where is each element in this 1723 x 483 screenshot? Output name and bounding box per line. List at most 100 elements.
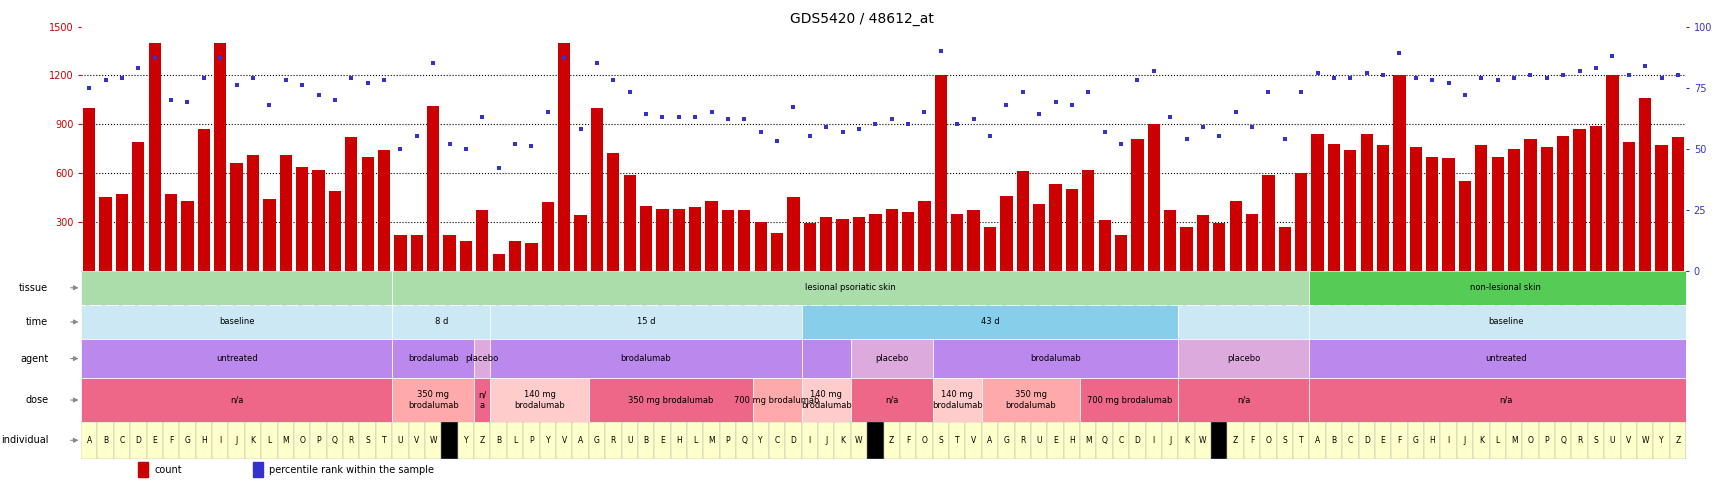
Bar [1359,134,1372,270]
Point [1434,79,1461,86]
Point [1597,52,1625,60]
Bar [245,422,262,459]
Bar [1652,422,1668,459]
Bar [1130,139,1142,270]
Bar [1065,189,1077,270]
Point [370,76,398,84]
Bar [574,215,586,270]
Text: V: V [414,436,419,445]
Text: B: B [643,436,648,445]
Point [796,132,824,140]
Text: E: E [152,436,157,445]
Bar [558,43,570,270]
Point [353,79,381,86]
Text: n/a: n/a [1499,396,1511,405]
Text: C: C [119,436,124,445]
Text: Y: Y [1690,436,1695,445]
Point [992,101,1020,109]
Point [109,74,136,82]
Text: I: I [219,436,221,445]
Point [1353,69,1380,77]
Bar [1129,422,1144,459]
Bar [1311,134,1323,270]
Bar [1390,422,1406,459]
Bar [526,243,538,270]
Text: G: G [594,436,600,445]
Bar [1179,339,1309,378]
Bar [474,422,489,459]
Point [1172,135,1199,142]
Text: A: A [86,436,91,445]
Text: 140 mg
brodalumab: 140 mg brodalumab [932,390,982,410]
Text: H: H [1068,436,1073,445]
Bar [1309,378,1701,422]
Bar [965,422,982,459]
Point [1630,62,1658,70]
Text: agent: agent [21,354,48,364]
Point [910,108,937,116]
Point [894,120,922,128]
Bar [1096,422,1111,459]
Bar [1148,124,1160,270]
Bar [476,211,488,270]
Bar [491,378,588,422]
Bar [1523,139,1535,270]
Bar [260,422,277,459]
Text: 140 mg
brodalumab: 140 mg brodalumab [513,390,565,410]
Bar [1260,422,1275,459]
Text: U: U [1609,436,1614,445]
Bar [345,137,357,270]
Bar [851,378,932,422]
Bar [705,201,717,270]
Bar [1537,422,1554,459]
Bar [1635,422,1652,459]
Bar [1179,378,1309,422]
Text: U: U [1036,436,1041,445]
Text: brodalumab: brodalumab [620,354,670,363]
Text: brodalumab: brodalumab [1030,354,1080,363]
Bar [1032,204,1044,270]
Bar [1063,422,1079,459]
Bar [460,242,472,270]
Bar [851,422,867,459]
Text: I: I [1447,436,1449,445]
Bar [820,217,832,270]
Bar [755,222,767,270]
Bar [1671,137,1683,270]
Text: tissue: tissue [19,283,48,293]
Point [582,59,610,67]
Bar [1602,422,1620,459]
Text: brodalumab: brodalumab [408,354,458,363]
Text: untreated: untreated [215,354,257,363]
Point [1516,71,1544,79]
Point [1582,64,1609,72]
Bar [508,242,520,270]
Bar [720,422,736,459]
Bar [656,209,669,270]
Bar [1340,422,1358,459]
Bar [867,422,882,459]
Point [1106,140,1134,148]
Point [665,113,693,121]
Point [76,84,103,91]
Text: 140 mg
brodalumab: 140 mg brodalumab [801,390,851,410]
Text: S: S [1282,436,1287,445]
Bar [1587,422,1602,459]
Bar [312,170,324,270]
Bar [1278,227,1291,270]
Bar [391,378,474,422]
Text: I: I [1153,436,1154,445]
Bar [138,462,148,477]
Bar [246,155,258,270]
Point [255,101,283,109]
Point [746,128,774,135]
Text: D: D [791,436,796,445]
Bar [115,194,128,270]
Point [207,55,234,62]
Bar [1013,422,1030,459]
Bar [146,422,162,459]
Bar [491,305,801,339]
Bar [1079,378,1179,422]
Bar [1425,157,1437,270]
Bar [801,422,818,459]
